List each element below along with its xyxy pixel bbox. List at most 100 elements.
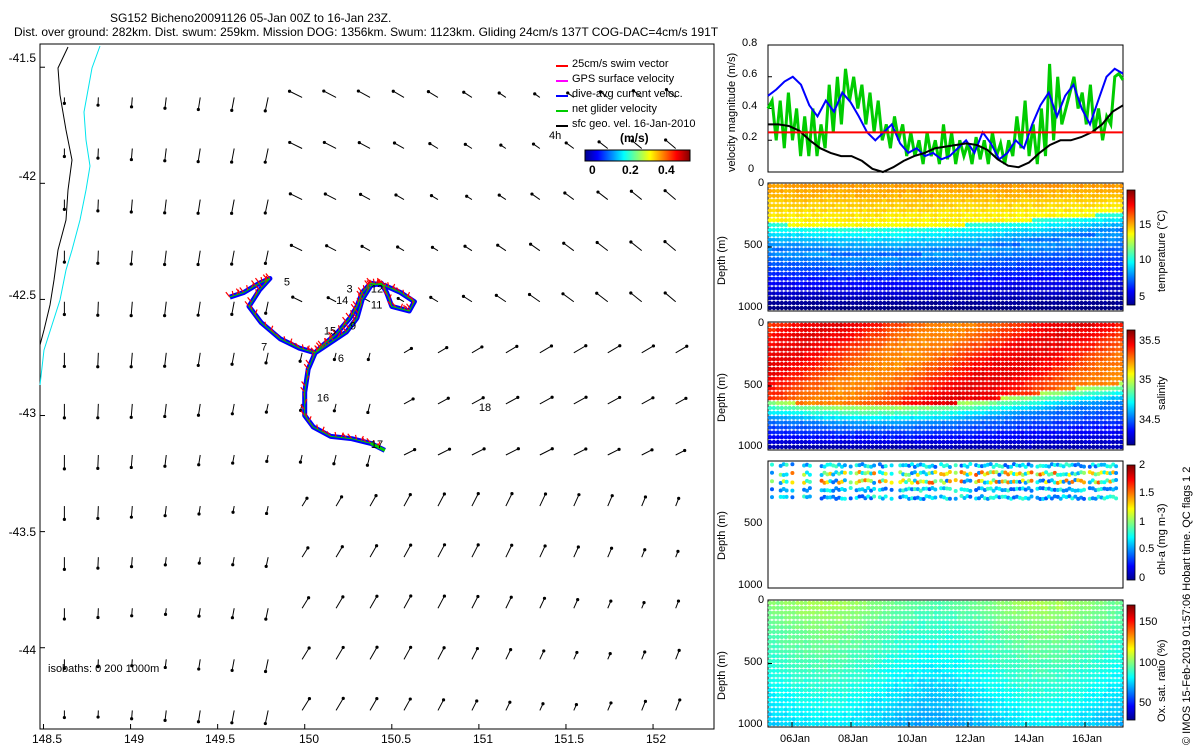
profile-point (894, 261, 899, 267)
profile-point (1110, 247, 1116, 252)
profile-point (913, 232, 919, 237)
profile-point (945, 386, 950, 391)
profile-point (984, 444, 990, 450)
profile-point (815, 300, 820, 306)
profile-point (823, 193, 828, 198)
profile-point (775, 400, 781, 406)
profile-point (1059, 286, 1065, 291)
profile-point (775, 252, 781, 257)
profile-point (1110, 305, 1116, 311)
profile-point (882, 332, 887, 337)
profile-point (1047, 203, 1053, 208)
profile-point (854, 213, 859, 218)
profile-point (1036, 357, 1041, 362)
map-ticks (40, 66, 654, 729)
profile-point (941, 218, 946, 223)
profile-point (901, 183, 907, 189)
profile-point (949, 227, 954, 233)
profile-point (961, 271, 966, 276)
profile-point (886, 342, 891, 347)
profile-point (992, 193, 997, 198)
profile-point (771, 366, 777, 372)
profile-point (830, 218, 836, 223)
profile-point (1028, 420, 1033, 425)
profile-point (838, 410, 844, 415)
profile-point (921, 332, 926, 337)
profile-point (961, 376, 966, 381)
profile-point (1036, 203, 1041, 208)
profile-point (905, 276, 911, 281)
profile-point (803, 381, 808, 386)
profile-point (815, 322, 820, 328)
profile-point (953, 361, 958, 367)
profile-point (937, 286, 942, 291)
profile-point (894, 381, 899, 386)
profile-point (937, 271, 942, 276)
profile-point (905, 376, 911, 381)
profile-point (976, 203, 982, 208)
profile-point (1012, 266, 1017, 272)
profile-point (945, 193, 950, 198)
profile-point (811, 291, 816, 296)
profile-point (775, 242, 781, 247)
profile-point (1043, 361, 1049, 367)
velocity-arrow-head (231, 461, 235, 465)
profile-point (834, 213, 840, 218)
profile-point (811, 410, 816, 415)
profile-point (917, 357, 923, 362)
profile-point (961, 242, 966, 247)
profile-point (858, 342, 863, 347)
profile-point (874, 296, 879, 301)
profile-point (917, 193, 923, 198)
profile-point (1055, 337, 1061, 342)
profile-point (1004, 198, 1009, 203)
profile-point (901, 271, 907, 276)
profile-point (957, 391, 962, 396)
profile-point (850, 203, 855, 208)
profile-point (767, 347, 773, 352)
profile-point (874, 271, 879, 276)
velocity-arrow-head (530, 192, 534, 196)
profile-point (767, 257, 773, 262)
profile-point (968, 208, 974, 213)
velocity-arrow-head (584, 447, 588, 451)
profile-point (1067, 276, 1072, 281)
profile-point (1028, 183, 1033, 189)
profile-point (996, 252, 1001, 257)
profile-point (937, 352, 942, 357)
profile-point (779, 237, 784, 242)
profile-point (862, 300, 867, 306)
profile-point (996, 400, 1001, 406)
profile-point (980, 183, 986, 189)
profile-point (909, 352, 915, 357)
profile-point (1016, 435, 1021, 440)
profile-point (937, 208, 942, 213)
profile-point (905, 247, 911, 252)
profile-point (1024, 237, 1029, 242)
profile-point (890, 425, 895, 430)
profile-point (830, 415, 836, 420)
profile-point (1047, 347, 1053, 352)
velocity-arrow (403, 449, 415, 456)
profile-point (862, 198, 867, 203)
profile-point (1075, 218, 1080, 223)
profile-point (842, 252, 848, 257)
profile-point (1091, 305, 1096, 311)
profile-point (874, 361, 879, 367)
profile-point (1036, 247, 1041, 252)
profile-point (803, 425, 808, 430)
profile-point (807, 347, 812, 352)
profile-point (1063, 213, 1069, 218)
profile-point (787, 444, 792, 450)
profile-point (1055, 405, 1061, 411)
profile-point (838, 183, 844, 189)
profile-point (1012, 281, 1017, 286)
profile-point (771, 252, 777, 257)
profile-point (1000, 271, 1005, 276)
profile-point (945, 405, 950, 411)
profile-point (866, 266, 871, 272)
profile-point (1039, 222, 1045, 228)
profile-point (799, 227, 804, 233)
profile-point (1020, 410, 1025, 415)
